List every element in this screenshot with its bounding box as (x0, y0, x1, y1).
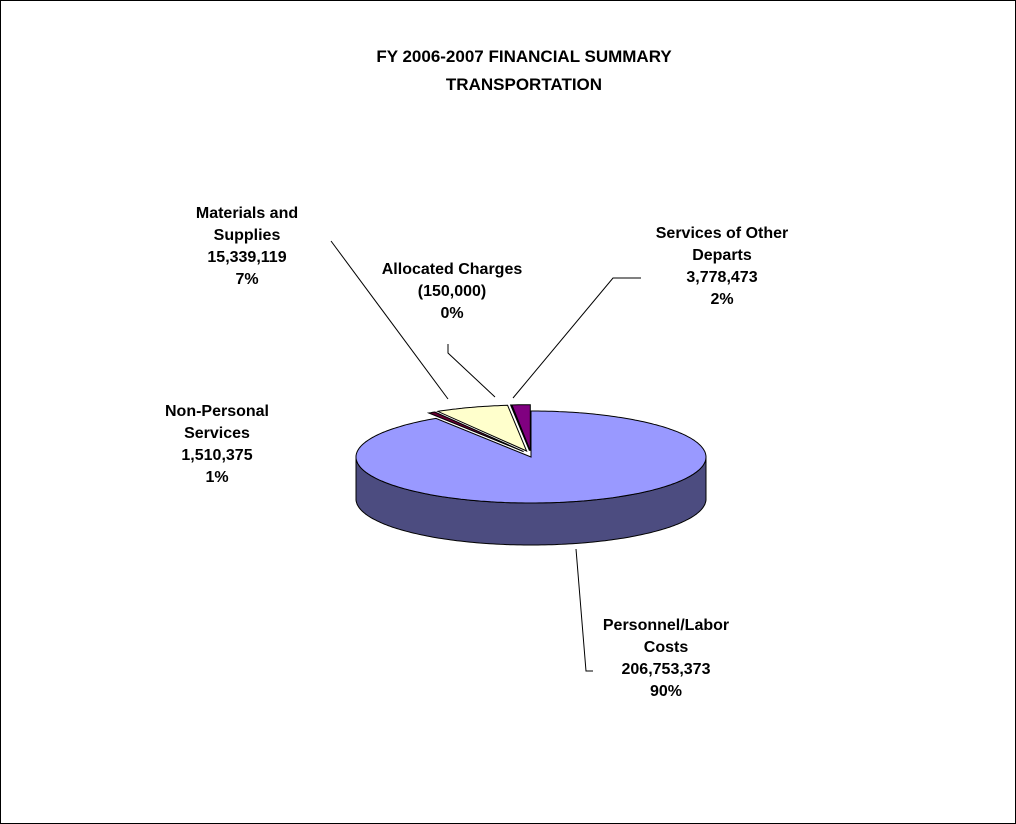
percent-label: 0% (440, 305, 464, 322)
slice-label: Allocated Charges (150,000) 0% (352, 259, 552, 325)
category-label: Personnel/Labor Costs (602, 617, 730, 656)
category-label: Non-Personal Services (164, 403, 269, 442)
pie-slice (426, 411, 524, 453)
slice-label: Personnel/Labor Costs 206,753,373 90% (591, 615, 741, 703)
slice-label: Materials and Supplies 15,339,119 7% (177, 203, 317, 291)
leader-line (575, 548, 593, 672)
percent-label: 1% (205, 469, 229, 486)
category-label: Services of Other Departs (655, 225, 789, 264)
value-label: 3,778,473 (686, 269, 758, 286)
pie-slice (509, 404, 530, 451)
category-label: Materials and Supplies (195, 205, 299, 244)
value-label: 1,510,375 (181, 447, 253, 464)
chart-subtitle: TRANSPORTATION (445, 75, 603, 94)
percent-label: 90% (649, 683, 683, 700)
pie-slice (511, 404, 531, 451)
chart-title: FY 2006-2007 FINANCIAL SUMMARY (376, 47, 672, 66)
category-label: Allocated Charges (381, 261, 523, 278)
slice-label: Non-Personal Services 1,510,375 1% (147, 401, 287, 489)
value-label: (150,000) (417, 283, 487, 300)
leader-line (330, 240, 449, 400)
leader-line (447, 344, 496, 398)
percent-label: 7% (235, 271, 259, 288)
percent-label: 2% (710, 291, 734, 308)
leader-line (512, 277, 641, 399)
value-label: 15,339,119 (207, 249, 287, 266)
pie-slice (355, 410, 707, 504)
value-label: 206,753,373 (621, 661, 711, 678)
slice-label: Services of Other Departs 3,778,473 2% (627, 223, 817, 311)
pie-slice (436, 404, 528, 452)
